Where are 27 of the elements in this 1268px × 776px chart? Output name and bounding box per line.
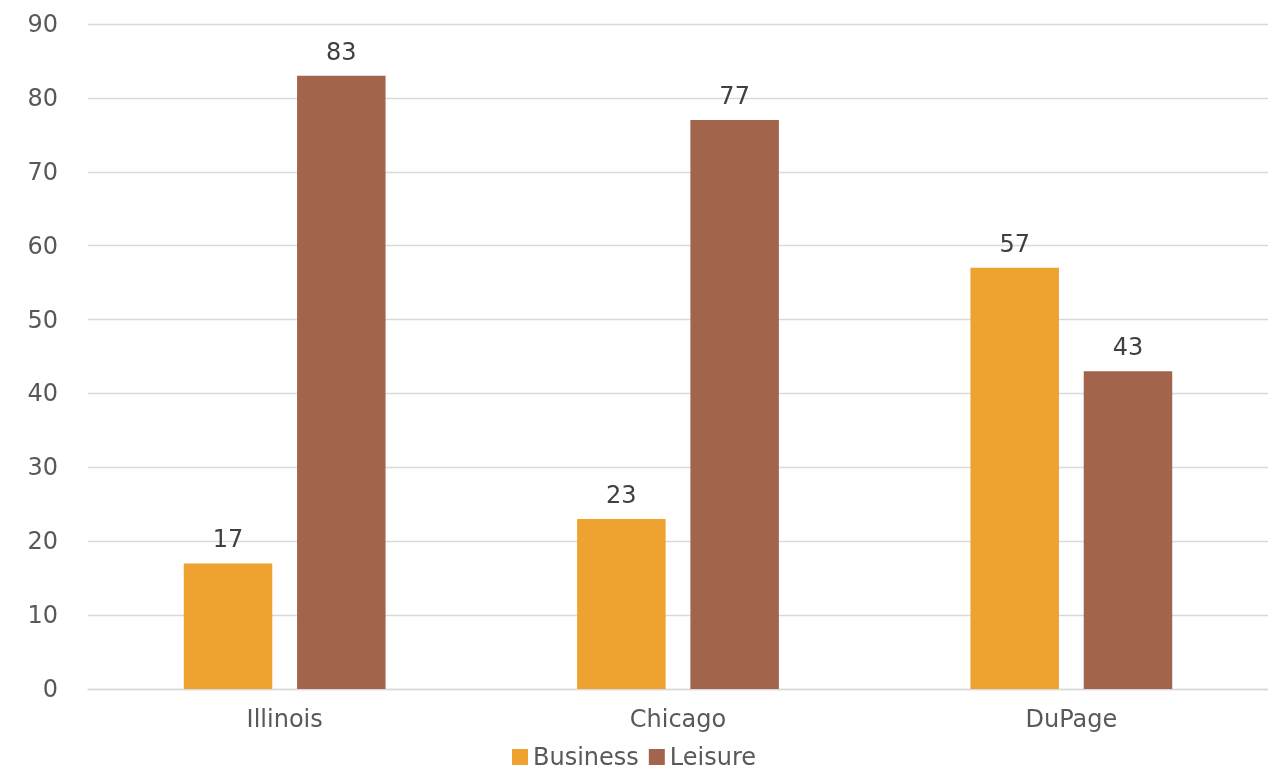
data-label: 57 xyxy=(999,229,1030,258)
data-label: 83 xyxy=(326,37,357,66)
y-tick-label: 90 xyxy=(27,10,58,38)
bar xyxy=(690,120,779,689)
y-tick-label: 50 xyxy=(27,305,58,334)
data-label: 77 xyxy=(719,82,750,111)
data-label: 23 xyxy=(606,481,637,510)
y-tick-label: 20 xyxy=(27,527,58,556)
y-tick-label: 10 xyxy=(27,601,58,630)
bar xyxy=(183,563,273,689)
x-tick-label: DuPage xyxy=(1025,705,1118,733)
bar xyxy=(970,267,1059,689)
data-label: 43 xyxy=(1112,333,1144,362)
x-tick-label: Illinois xyxy=(246,705,323,733)
legend-label: Leisure xyxy=(669,743,757,771)
bar xyxy=(577,519,666,689)
y-tick-label: 0 xyxy=(42,675,58,703)
legend-label: Business xyxy=(532,743,639,771)
x-tick-label: Chicago xyxy=(629,705,727,733)
data-label: 17 xyxy=(212,525,244,554)
y-tick-label: 80 xyxy=(27,83,58,112)
y-tick-label: 70 xyxy=(27,157,58,186)
bar xyxy=(1083,371,1173,689)
y-tick-label: 40 xyxy=(27,379,58,408)
bar xyxy=(297,75,386,689)
y-tick-label: 30 xyxy=(27,453,58,482)
y-tick-label: 60 xyxy=(27,231,58,260)
